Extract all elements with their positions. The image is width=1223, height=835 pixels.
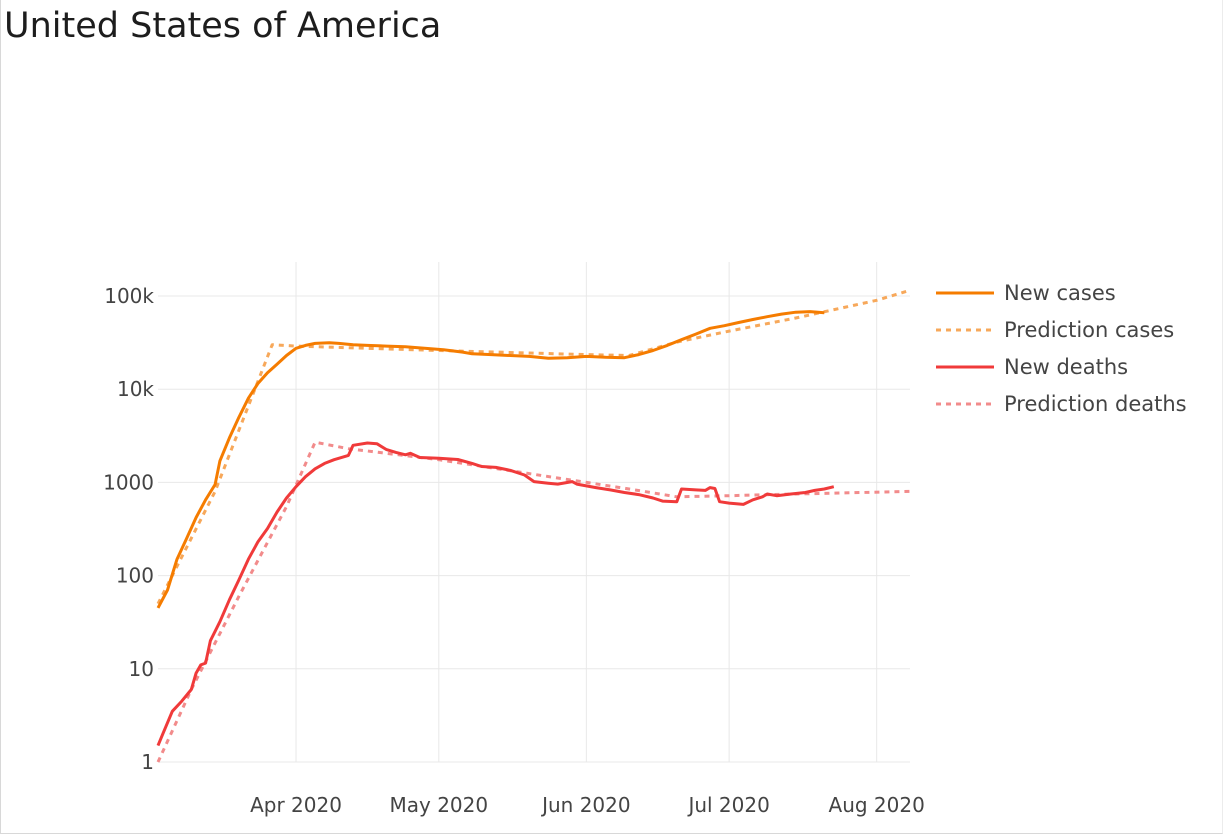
legend-label: Prediction deaths: [1004, 392, 1187, 416]
y-tick-label: 100: [116, 564, 154, 588]
legend-item[interactable]: New cases: [936, 281, 1116, 305]
y-tick-label: 10: [129, 657, 154, 681]
x-tick-label: Jul 2020: [686, 793, 769, 817]
x-tick-label: May 2020: [390, 793, 489, 817]
series-line-prediction-deaths: [156, 440, 911, 763]
legend-label: New cases: [1004, 281, 1116, 305]
page-title: United States of America: [4, 6, 442, 46]
x-tick-label: Apr 2020: [250, 793, 342, 817]
legend: New cases Prediction cases New deaths Predi…: [936, 281, 1187, 416]
series-lines: [156, 288, 911, 763]
legend-item[interactable]: Prediction deaths: [936, 392, 1187, 416]
grid: [158, 262, 910, 763]
series-line-new-cases: [156, 310, 825, 609]
x-axis-ticks: Apr 2020 May 2020 Jun 2020 Jul 2020 Aug 2020: [250, 793, 925, 817]
series-line-new-deaths: [156, 441, 835, 747]
legend-item[interactable]: New deaths: [936, 355, 1128, 379]
legend-label: Prediction cases: [1004, 318, 1174, 342]
y-tick-label: 1: [141, 750, 154, 774]
legend-label: New deaths: [1004, 355, 1128, 379]
y-tick-label: 10k: [117, 377, 154, 401]
y-tick-label: 1000: [103, 470, 154, 494]
series-line-prediction-cases: [156, 288, 911, 605]
x-tick-label: Jun 2020: [540, 793, 631, 817]
y-axis-ticks: 1 10 100 1000 10k 100k: [103, 284, 154, 774]
x-tick-label: Aug 2020: [829, 793, 925, 817]
y-tick-label: 100k: [104, 284, 154, 308]
legend-item[interactable]: Prediction cases: [936, 318, 1174, 342]
